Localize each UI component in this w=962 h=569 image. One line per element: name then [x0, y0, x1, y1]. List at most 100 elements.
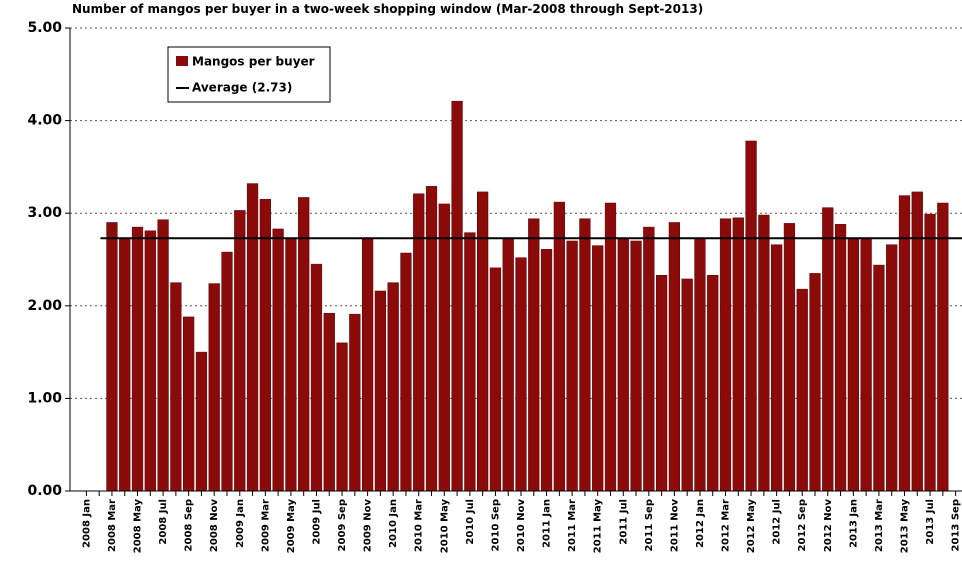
bar — [604, 202, 617, 492]
y-tick-label: 2.00 — [27, 298, 62, 314]
bar — [438, 203, 450, 492]
x-tick-label: 2012 Jul — [772, 499, 783, 545]
legend-swatch — [176, 56, 188, 66]
y-tick-label: 5.00 — [27, 20, 62, 36]
bar — [515, 257, 527, 492]
bar — [477, 191, 489, 492]
x-tick-label: 2013 Sep — [951, 499, 962, 551]
x-tick-label: 2012 Jan — [695, 499, 706, 548]
bar — [924, 213, 936, 492]
bar — [937, 202, 949, 492]
x-tick-label: 2010 Jul — [465, 499, 476, 545]
y-tick-label: 3.00 — [27, 205, 62, 221]
bar — [234, 210, 246, 492]
x-tick-label: 2011 Mar — [567, 499, 578, 552]
x-tick-label: 2009 Jul — [311, 499, 322, 545]
bar — [374, 290, 387, 492]
x-tick-label: 2011 Jul — [618, 499, 629, 545]
x-tick-label: 2012 Nov — [823, 499, 834, 553]
bar — [451, 100, 463, 492]
bar — [298, 197, 310, 492]
bar — [285, 237, 297, 492]
bar — [387, 282, 399, 492]
bar — [732, 217, 744, 492]
x-tick-label: 2009 Mar — [260, 499, 271, 552]
bar — [796, 288, 808, 492]
bar — [668, 222, 681, 492]
bar — [681, 278, 693, 492]
bar — [464, 232, 476, 492]
bar — [566, 240, 578, 492]
bar — [310, 263, 323, 492]
bar — [131, 226, 144, 492]
bar — [655, 274, 668, 492]
bar — [336, 342, 348, 492]
bar — [758, 214, 770, 492]
bar — [195, 351, 208, 492]
x-tick-label: 2010 Sep — [490, 499, 501, 551]
bar — [489, 267, 502, 492]
bar — [694, 237, 706, 492]
bar — [771, 244, 783, 492]
bar — [425, 186, 438, 492]
x-tick-label: 2009 Nov — [363, 499, 374, 553]
x-tick-label: 2010 Nov — [516, 499, 527, 553]
x-tick-label: 2011 Nov — [669, 499, 680, 553]
x-tick-label: 2011 May — [593, 499, 604, 554]
bar — [106, 222, 118, 492]
x-tick-label: 2008 Mar — [107, 499, 118, 552]
bar — [349, 313, 361, 492]
bar — [272, 228, 284, 492]
bar — [834, 224, 847, 492]
y-tick-label: 0.00 — [27, 483, 62, 499]
bar — [745, 140, 757, 492]
x-tick-label: 2009 May — [286, 499, 297, 554]
bar — [540, 249, 553, 492]
bar — [553, 201, 565, 492]
bar — [259, 199, 271, 492]
x-tick-label: 2009 Jan — [235, 499, 246, 548]
bar — [860, 237, 872, 492]
x-tick-label: 2008 Sep — [184, 499, 195, 551]
bar — [221, 251, 233, 492]
y-tick-label: 4.00 — [27, 113, 62, 129]
bar — [361, 237, 374, 492]
x-tick-label: 2013 May — [899, 499, 910, 554]
x-tick-label: 2011 Jan — [542, 499, 553, 548]
bar — [898, 195, 911, 492]
bar — [809, 273, 821, 492]
bar — [822, 207, 834, 492]
x-tick-label: 2012 Mar — [721, 499, 732, 552]
x-tick-label: 2009 Sep — [337, 499, 348, 551]
legend-box — [167, 46, 331, 103]
bar — [579, 218, 591, 492]
bar — [400, 252, 412, 492]
x-tick-label: 2011 Sep — [644, 499, 655, 551]
x-tick-label: 2012 Sep — [797, 499, 808, 551]
x-tick-label: 2008 May — [133, 499, 144, 554]
bar — [144, 230, 156, 492]
legend-label: Average (2.73) — [192, 81, 292, 95]
x-tick-label: 2010 May — [439, 499, 450, 554]
bar — [183, 316, 195, 492]
x-tick-label: 2008 Jul — [158, 499, 169, 545]
bar — [911, 191, 923, 492]
bar — [643, 226, 655, 492]
bar — [630, 240, 642, 492]
bar — [170, 282, 182, 492]
x-tick-label: 2010 Mar — [414, 499, 425, 552]
bar — [528, 218, 540, 492]
bar — [157, 219, 169, 492]
legend-label: Mangos per buyer — [192, 55, 315, 69]
bar — [719, 218, 732, 492]
bar — [707, 274, 719, 492]
chart-title: Number of mangos per buyer in a two-week… — [72, 2, 703, 16]
bar — [783, 223, 796, 492]
bar — [323, 312, 335, 492]
x-tick-label: 2010 Jan — [388, 499, 399, 548]
x-tick-label: 2008 Nov — [209, 499, 220, 553]
x-tick-label: 2012 May — [746, 499, 757, 554]
bar — [886, 244, 898, 492]
x-tick-label: 2013 Jan — [848, 499, 859, 548]
